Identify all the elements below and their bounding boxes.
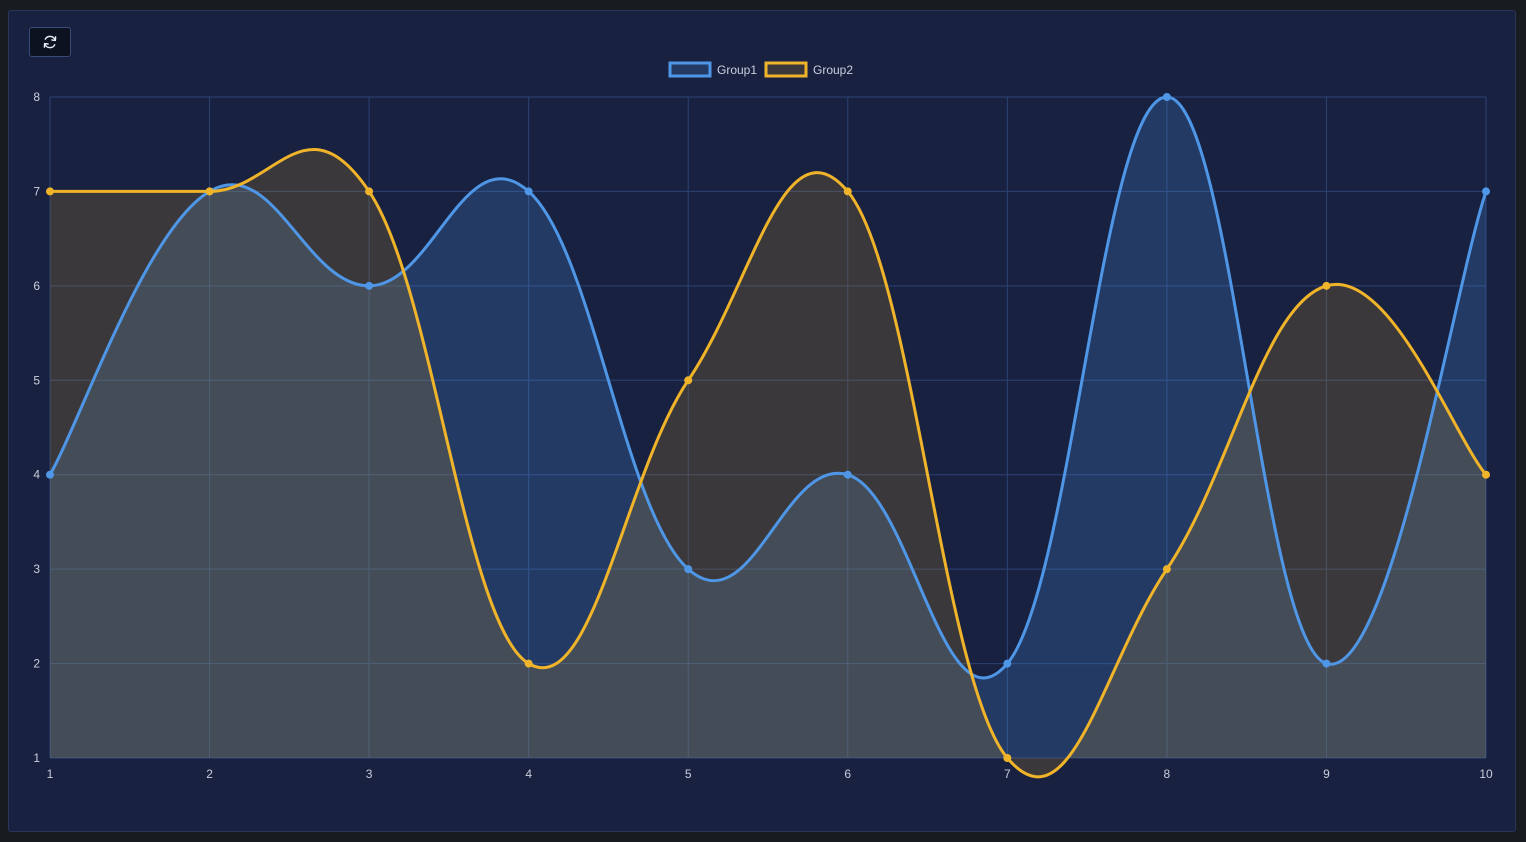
- point-group1-7: [1003, 659, 1012, 668]
- y-axis-ticks: 1 2 3 4 5 6 7 8: [33, 90, 40, 765]
- series-points: [46, 93, 1490, 762]
- x-tick-label: 8: [1164, 767, 1171, 781]
- x-tick-label: 5: [685, 767, 692, 781]
- point-group1-6: [843, 470, 852, 479]
- x-tick-label: 3: [366, 767, 373, 781]
- point-group2-9: [1322, 281, 1331, 290]
- y-tick-label: 2: [33, 657, 40, 671]
- point-group1-9: [1322, 659, 1331, 668]
- y-tick-label: 6: [33, 279, 40, 293]
- point-group2-7: [1003, 754, 1012, 762]
- point-group2-4: [524, 659, 533, 668]
- refresh-button[interactable]: [29, 27, 71, 57]
- y-tick-label: 8: [33, 90, 40, 104]
- area-group1: [50, 97, 1486, 758]
- point-group1-5: [684, 565, 693, 574]
- area-group2: [50, 149, 1486, 777]
- point-group2-10: [1482, 470, 1490, 479]
- legend-swatch-group2: [764, 61, 808, 78]
- y-tick-label: 3: [33, 562, 40, 576]
- x-tick-label: 9: [1323, 767, 1330, 781]
- point-group1-10: [1482, 187, 1490, 196]
- y-tick-label: 7: [33, 184, 40, 198]
- x-tick-label: 6: [844, 767, 851, 781]
- legend-label-group2: Group2: [813, 63, 853, 77]
- x-tick-label: 4: [525, 767, 532, 781]
- point-group1-4: [524, 187, 533, 196]
- grid: [49, 96, 1487, 759]
- line-group2: [50, 148, 1488, 779]
- x-tick-label: 1: [47, 767, 54, 781]
- point-group1-8: [1162, 93, 1171, 101]
- point-group2-2: [205, 187, 214, 196]
- chart-panel: [8, 10, 1516, 832]
- point-group1-1: [46, 470, 54, 479]
- legend-swatch-group1: [668, 61, 712, 78]
- x-tick-label: 10: [1479, 767, 1493, 781]
- point-group2-5: [684, 376, 693, 385]
- point-group2-6: [843, 187, 852, 196]
- x-tick-label: 2: [206, 767, 213, 781]
- y-tick-label: 1: [33, 751, 40, 765]
- legend-label-group1: Group1: [717, 63, 757, 77]
- series-areas: [50, 97, 1486, 777]
- point-group2-1: [46, 187, 54, 196]
- y-tick-label: 5: [33, 373, 40, 387]
- x-tick-label: 7: [1004, 767, 1011, 781]
- point-group2-3: [365, 187, 374, 196]
- point-group2-8: [1162, 565, 1171, 574]
- refresh-icon: [42, 34, 58, 50]
- x-axis-ticks: 1 2 3 4 5 6 7 8 9 10: [47, 767, 1493, 781]
- legend: Group1 Group2: [668, 61, 853, 78]
- point-group1-3: [365, 281, 374, 290]
- y-tick-label: 4: [33, 468, 40, 482]
